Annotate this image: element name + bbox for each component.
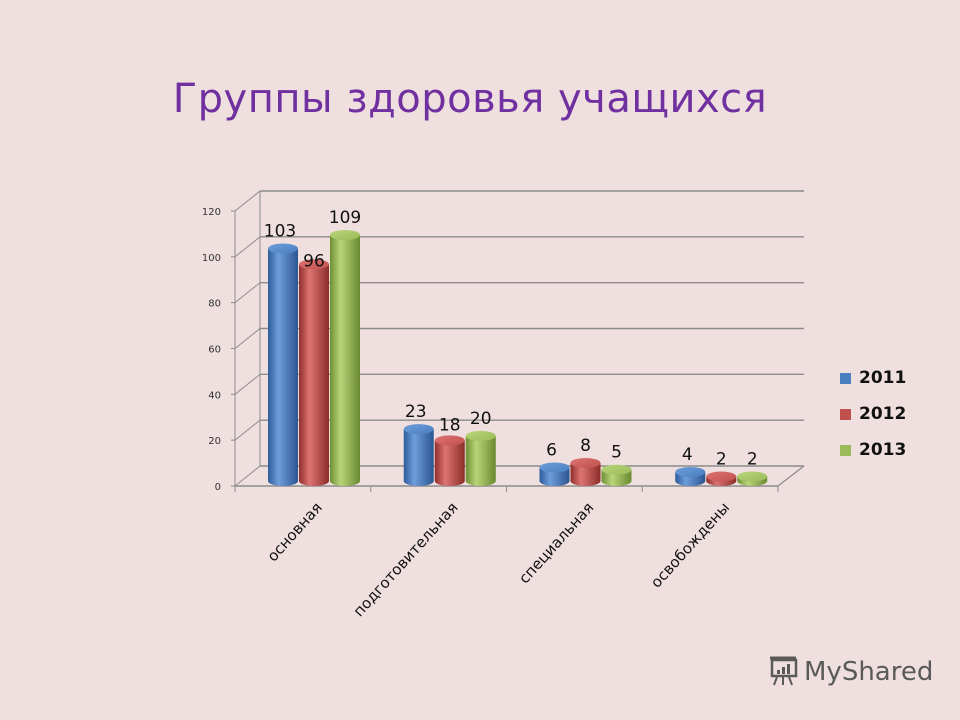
- data-labels: 103 96 109 23 18 20 6 8 5 4 2 2: [264, 208, 758, 470]
- legend-item-2011: 2011: [840, 360, 906, 396]
- legend-swatch: [840, 372, 851, 384]
- svg-text:40: 40: [208, 390, 221, 401]
- data-label: 4: [682, 445, 693, 465]
- watermark-text: MyShared: [804, 657, 934, 687]
- bar-2011-1: [403, 424, 434, 487]
- data-label: 23: [405, 402, 427, 422]
- data-label: 18: [439, 415, 461, 435]
- chart-title: Группы здоровья учащихся: [172, 76, 768, 122]
- svg-text:80: 80: [208, 299, 221, 310]
- legend-item-2013: 2013: [840, 432, 906, 468]
- legend-swatch: [840, 408, 851, 420]
- legend-swatch: [840, 444, 851, 456]
- bar-2011-3: [675, 466, 706, 487]
- bar-2012-3: [706, 471, 737, 487]
- axes: 0 20 40 60 80 100 120: [202, 191, 805, 493]
- data-label: 96: [303, 251, 325, 271]
- bar-2013-2: [601, 464, 632, 487]
- bar-2013-0: [330, 229, 360, 486]
- svg-text:20: 20: [208, 436, 221, 447]
- data-label: 103: [264, 221, 296, 241]
- watermark: MyShared: [768, 656, 933, 688]
- legend-label: 2011: [859, 368, 907, 388]
- svg-text:0: 0: [215, 482, 221, 493]
- bar-2012-0: [299, 259, 329, 486]
- svg-text:120: 120: [202, 207, 221, 218]
- presentation-board-icon: [770, 656, 798, 686]
- bar-2012-2: [570, 457, 601, 487]
- category-label: специальная: [515, 499, 597, 588]
- legend-item-2012: 2012: [840, 396, 906, 432]
- data-label: 109: [329, 208, 361, 228]
- category-label: подготовительная: [350, 499, 462, 621]
- legend-label: 2012: [859, 404, 907, 424]
- bar-2013-1: [465, 430, 496, 487]
- bar-2011-0: [268, 243, 298, 486]
- category-label: основная: [263, 499, 325, 566]
- data-label: 8: [580, 436, 591, 456]
- data-label: 5: [611, 443, 622, 463]
- data-label: 2: [747, 449, 758, 469]
- svg-text:100: 100: [202, 253, 221, 264]
- bar-2012-1: [434, 435, 465, 487]
- bars: [268, 229, 768, 487]
- category-label: освобождены: [647, 499, 733, 592]
- bar-2011-2: [539, 462, 570, 487]
- data-label: 20: [470, 409, 492, 429]
- bar-2013-3: [737, 471, 768, 487]
- legend-label: 2013: [859, 440, 907, 460]
- data-label: 6: [546, 440, 557, 460]
- category-labels: основная подготовительная специальная освоб…: [263, 499, 733, 621]
- data-label: 2: [716, 449, 727, 469]
- legend: 2011 2012 2013: [840, 360, 906, 468]
- svg-text:60: 60: [208, 345, 221, 356]
